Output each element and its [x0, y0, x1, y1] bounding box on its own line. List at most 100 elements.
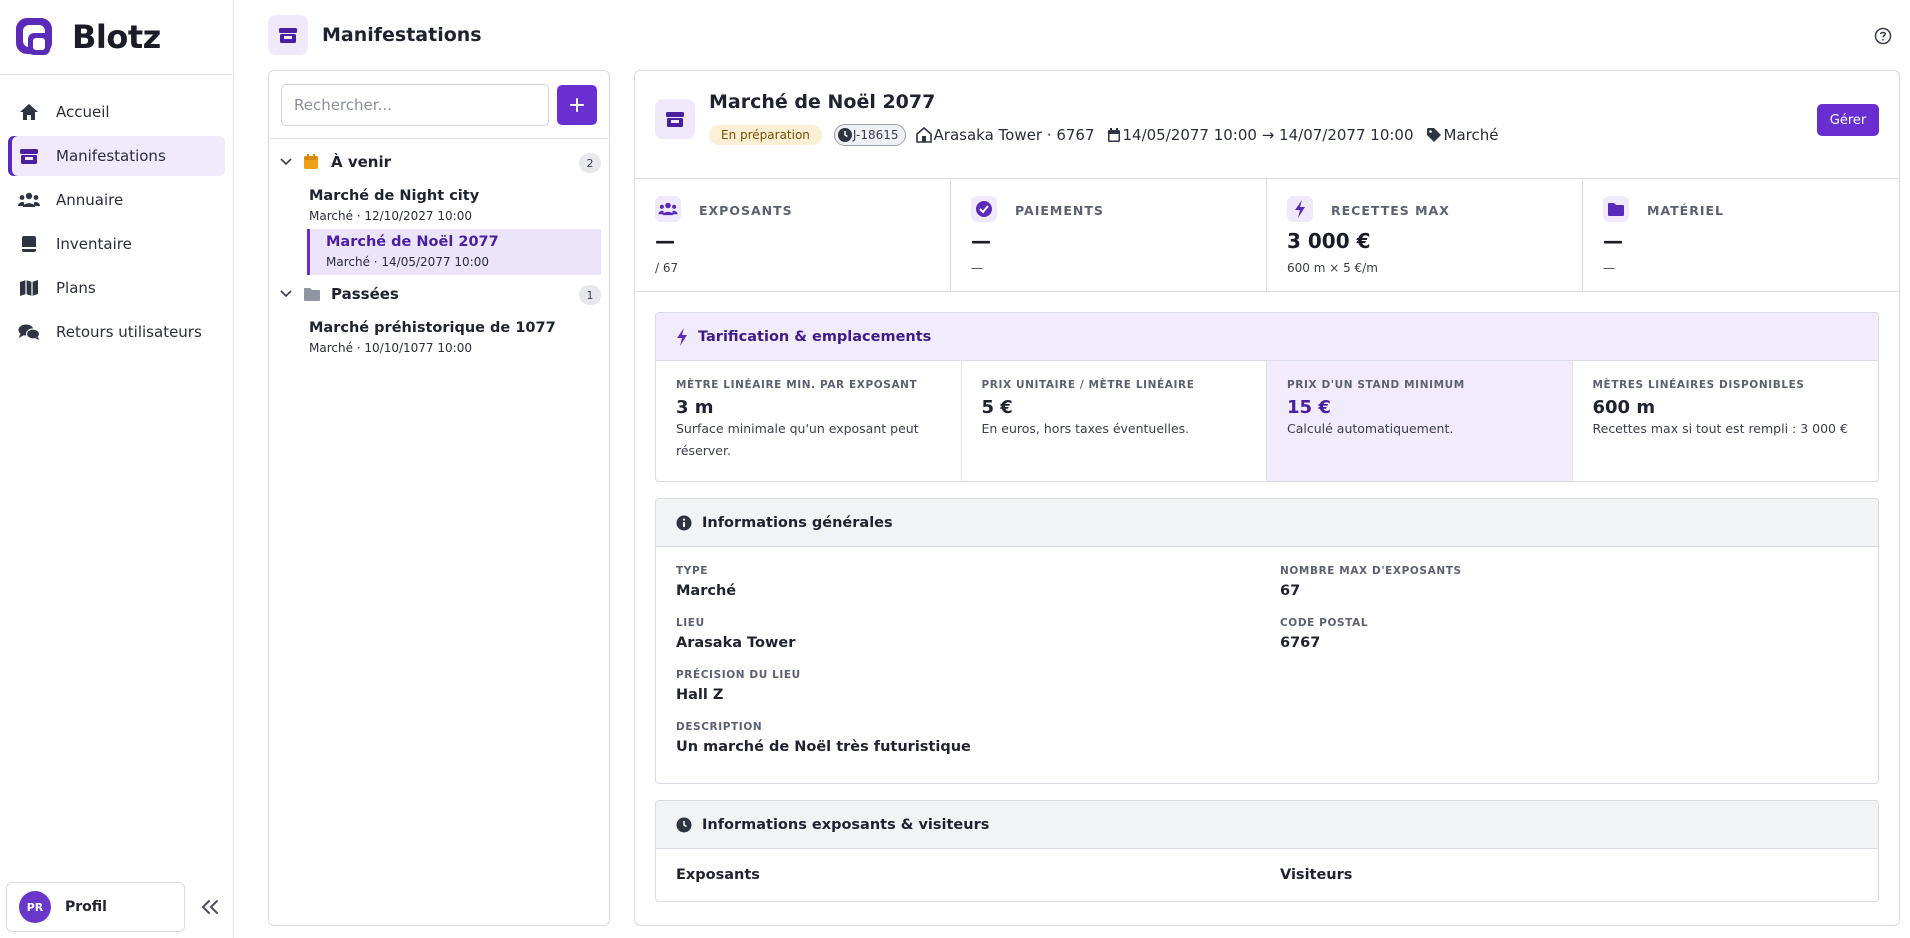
brand[interactable]: Blotz: [0, 0, 233, 75]
stat-sub: 600 m × 5 €/m: [1287, 261, 1378, 275]
group-title: À venir: [331, 153, 391, 171]
dates-text: 14/05/2077 10:00 → 14/07/2077 10:00: [1122, 126, 1414, 144]
count-badge: 1: [579, 285, 601, 305]
users-icon: [18, 189, 40, 211]
profile-label: Profil: [65, 899, 107, 915]
store-icon: [655, 99, 695, 139]
search-input[interactable]: [281, 83, 549, 126]
pricing-label: Mètre linéaire min. par exposant: [676, 379, 918, 391]
add-event-button[interactable]: [557, 84, 597, 125]
stat-label: RECETTES MAX: [1331, 203, 1450, 218]
count-badge: 2: [579, 153, 601, 173]
field-value: Marché: [676, 583, 737, 599]
location-text: Arasaka Tower · 6767: [933, 126, 1095, 144]
sidebar: Blotz Accueil Manifestations Annuaire In…: [0, 0, 234, 938]
general-info-card: Informations générales TYPE Marché NOMBR…: [655, 498, 1879, 784]
type-text: Marché: [1443, 126, 1499, 144]
clock-icon: [676, 817, 692, 833]
pricing-value: 15 €: [1287, 397, 1331, 418]
folder-icon: [1603, 196, 1629, 222]
group-past[interactable]: Passées 1: [269, 279, 609, 309]
detail-header: Marché de Noël 2077 En préparation J-186…: [635, 71, 1899, 179]
nav-item-manifestations[interactable]: Manifestations: [8, 136, 225, 176]
chevron-down-icon: [280, 158, 292, 166]
bolt-icon: [676, 327, 688, 346]
page-title: Manifestations: [322, 24, 482, 46]
group-upcoming[interactable]: À venir 2: [269, 147, 609, 177]
pricing-card-header: Tarification & emplacements: [656, 313, 1878, 361]
double-chevron-left-icon: [201, 900, 218, 914]
nav-item-annuaire[interactable]: Annuaire: [8, 180, 225, 220]
search-row: [269, 71, 609, 139]
event-item-selected[interactable]: Marché de Noël 2077 Marché · 14/05/2077 …: [307, 229, 601, 275]
collapse-sidebar-button[interactable]: [195, 892, 225, 922]
stats-row: EXPOSANTS — / 67 PAIEMENTS — — RECETTES …: [635, 179, 1899, 292]
event-meta: En préparation J-18615 Arasaka Tower · 6…: [709, 124, 1510, 146]
field-label: LIEU: [676, 617, 705, 629]
page-header: Manifestations: [234, 0, 1910, 70]
event-subtitle: Marché · 14/05/2077 10:00: [326, 255, 489, 269]
exhibitors-card: Informations exposants & visiteurs Expos…: [655, 800, 1879, 902]
status-badge: En préparation: [709, 125, 822, 145]
field-type: TYPE Marché: [676, 565, 1280, 599]
pricing-cell: Mètres linéaires disponibles 600 m Recet…: [1573, 361, 1879, 481]
stat-sub: / 67: [655, 261, 679, 275]
bolt-icon: [1287, 196, 1313, 222]
pricing-cell: Prix unitaire / mètre linéaire 5 € En eu…: [962, 361, 1267, 481]
field-code-postal: CODE POSTAL 6767: [1280, 617, 1858, 651]
event-detail-panel: Marché de Noël 2077 En préparation J-186…: [634, 70, 1900, 926]
store-icon: [268, 15, 308, 55]
main-nav: Accueil Manifestations Annuaire Inventai…: [0, 75, 233, 352]
app-name: Blotz: [72, 18, 161, 56]
general-info-header: Informations générales: [656, 499, 1878, 547]
event-item[interactable]: Marché de Night city Marché · 12/10/2027…: [309, 183, 601, 229]
nav-item-inventaire[interactable]: Inventaire: [8, 224, 225, 264]
stat-exposants: EXPOSANTS — / 67: [635, 179, 951, 291]
visiteurs-heading: Visiteurs: [1280, 867, 1353, 883]
stat-label: EXPOSANTS: [699, 203, 793, 218]
tag-icon: [1426, 128, 1441, 142]
field-value: Arasaka Tower: [676, 635, 796, 651]
field-lieu: LIEU Arasaka Tower: [676, 617, 1280, 651]
nav-item-plans[interactable]: Plans: [8, 268, 225, 308]
field-value: 67: [1280, 583, 1301, 599]
stat-value: —: [971, 229, 991, 253]
event-title: Marché de Night city: [309, 188, 480, 204]
exposants-heading: Exposants: [676, 867, 760, 883]
stat-materiel: MATÉRIEL — —: [1583, 179, 1899, 291]
pricing-label: Prix d'un stand minimum: [1287, 379, 1465, 391]
field-precision: PRÉCISION DU LIEU Hall Z: [676, 669, 1858, 703]
pricing-desc: En euros, hors taxes éventuelles.: [981, 421, 1190, 436]
pricing-card: Tarification & emplacements Mètre linéai…: [655, 312, 1879, 482]
help-icon[interactable]: [1874, 27, 1892, 49]
pricing-desc: Calculé automatiquement.: [1287, 421, 1454, 436]
location-meta: Arasaka Tower · 6767: [915, 126, 1095, 144]
field-value: Un marché de Noël très futuristique: [676, 739, 971, 755]
card-title: Informations exposants & visiteurs: [702, 816, 990, 833]
event-title: Marché de Noël 2077: [709, 91, 936, 113]
event-list-panel: À venir 2 Marché de Night city Marché · …: [268, 70, 610, 926]
profile-button[interactable]: PR Profil: [6, 882, 185, 932]
pricing-value: 3 m: [676, 397, 714, 418]
countdown-badge: J-18615: [833, 124, 906, 146]
event-item[interactable]: Marché préhistorique de 1077 Marché · 10…: [309, 315, 601, 361]
check-badge-icon: [971, 196, 997, 222]
home-icon: [18, 101, 40, 123]
blotz-logo-icon: [16, 18, 52, 55]
field-value: Hall Z: [676, 687, 724, 703]
calendar-icon: [1107, 127, 1120, 142]
card-title: Tarification & emplacements: [698, 328, 932, 345]
pricing-value: 5 €: [981, 397, 1013, 418]
map-icon: [18, 277, 40, 299]
dates-meta: 14/05/2077 10:00 → 14/07/2077 10:00: [1107, 126, 1414, 144]
chevron-down-icon: [280, 290, 292, 298]
clock-icon: [837, 128, 852, 142]
profile-area: PR Profil: [6, 882, 225, 932]
calendar-icon: [303, 152, 323, 172]
box-icon: [18, 233, 40, 255]
nav-item-retours[interactable]: Retours utilisateurs: [8, 312, 225, 352]
nav-label: Inventaire: [56, 235, 132, 253]
manage-button[interactable]: Gérer: [1817, 104, 1879, 136]
nav-item-accueil[interactable]: Accueil: [8, 92, 225, 132]
field-value: 6767: [1280, 635, 1321, 651]
